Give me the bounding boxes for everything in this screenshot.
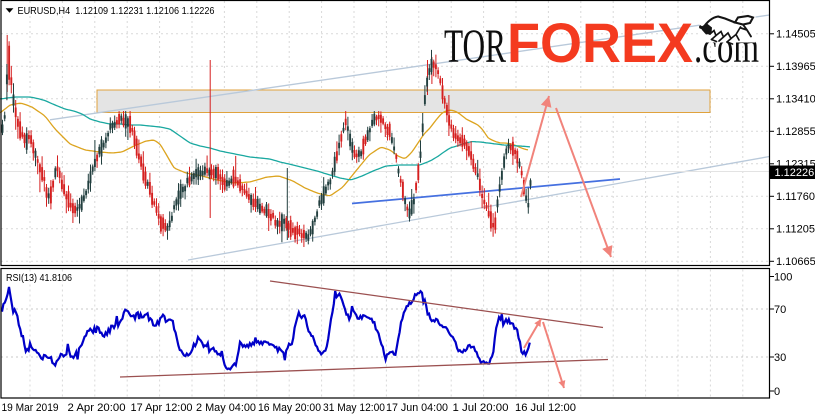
svg-text:RSI(13) 41.8106: RSI(13) 41.8106	[6, 272, 72, 284]
svg-text:70: 70	[774, 304, 786, 316]
svg-text:2 Apr 20:00: 2 Apr 20:00	[68, 402, 126, 414]
svg-text:FOREX: FOREX	[507, 11, 693, 74]
svg-text:0: 0	[774, 386, 780, 398]
svg-text:1.11205: 1.11205	[776, 224, 815, 236]
svg-text:1.14505: 1.14505	[776, 29, 815, 41]
svg-text:1.13410: 1.13410	[776, 94, 815, 106]
svg-text:30: 30	[774, 352, 786, 364]
svg-text:1 Jul 20:00: 1 Jul 20:00	[453, 402, 509, 414]
svg-text:1.10665: 1.10665	[776, 256, 815, 268]
svg-text:16 Jul 12:00: 16 Jul 12:00	[515, 402, 576, 414]
svg-text:16 May 20:00: 16 May 20:00	[258, 402, 321, 414]
svg-text:EURUSD,H4 1.12109 1.12231 1.1: EURUSD,H4 1.12109 1.12231 1.12106 1.1222…	[18, 5, 215, 17]
svg-text:17 Jun 04:00: 17 Jun 04:00	[386, 402, 448, 414]
svg-text:TOR: TOR	[444, 20, 506, 73]
svg-text:100: 100	[774, 271, 792, 283]
svg-text:1.13965: 1.13965	[776, 61, 815, 73]
svg-text:31 May 12:00: 31 May 12:00	[323, 402, 385, 414]
svg-text:19 Mar 2019: 19 Mar 2019	[2, 402, 59, 414]
svg-text:1.12226: 1.12226	[775, 167, 815, 179]
svg-text:17 Apr 12:00: 17 Apr 12:00	[131, 402, 193, 414]
svg-text:1.12855: 1.12855	[776, 126, 815, 138]
svg-text:2 May 04:00: 2 May 04:00	[196, 402, 256, 414]
svg-text:1.11760: 1.11760	[776, 191, 815, 203]
